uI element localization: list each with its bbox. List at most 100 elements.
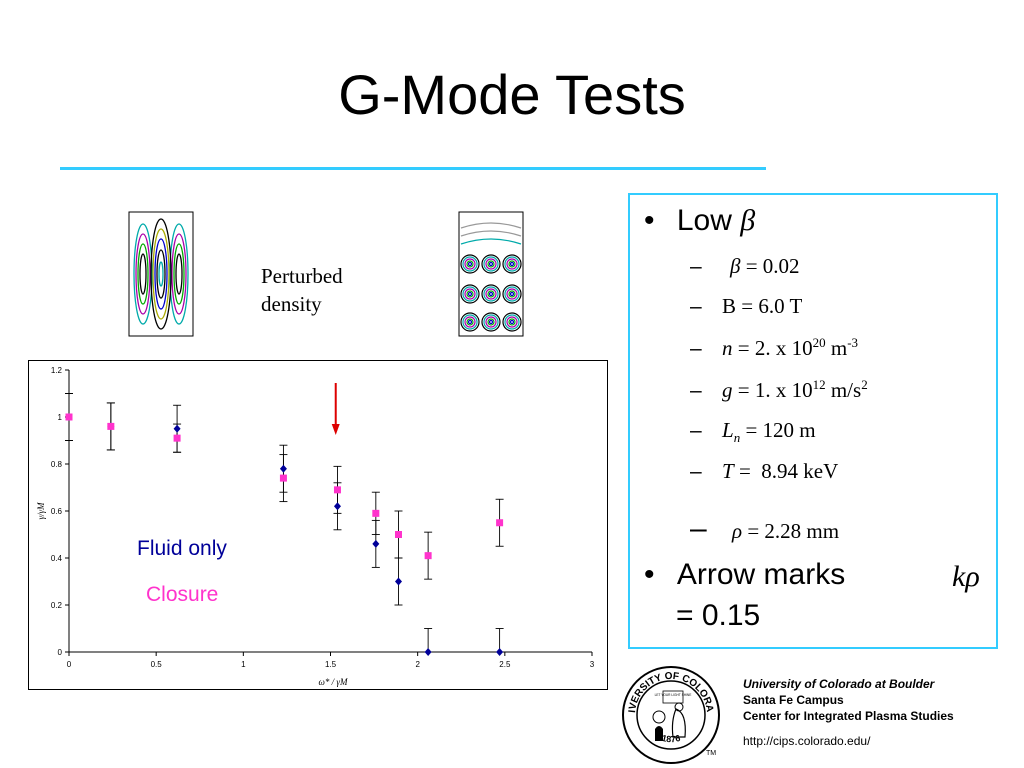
arrow-marks-value: = 0.15 — [676, 599, 761, 632]
fluid-point — [496, 648, 504, 656]
contour-ring — [460, 254, 480, 274]
contour-ring — [504, 286, 520, 302]
contour-ring — [502, 312, 522, 332]
closure-point — [394, 531, 402, 538]
contour-ring — [466, 290, 474, 298]
contour-ring — [508, 260, 516, 268]
title-underline — [60, 167, 766, 170]
closure-point — [424, 552, 432, 560]
contour-ring — [504, 314, 520, 330]
contour-ring — [460, 312, 480, 332]
closure-point — [65, 413, 73, 421]
fluid-point — [394, 577, 402, 586]
y-tick-label: 0.8 — [51, 460, 63, 469]
contour-ring — [506, 258, 518, 270]
contour-ring — [485, 316, 497, 328]
legend-fluid-only: Fluid only — [137, 537, 227, 560]
fluid-point — [279, 464, 287, 473]
y-tick-label: 1.2 — [51, 366, 63, 375]
closure-point — [333, 486, 341, 494]
temperature-line: – T = 8.94 keV — [690, 459, 839, 483]
contour-ring — [488, 261, 494, 267]
page-title: G-Mode Tests — [338, 63, 686, 126]
ln-line: – Ln = 120 m — [690, 418, 816, 446]
contour-ring — [462, 314, 478, 330]
closure-point — [496, 519, 504, 527]
contour-ring — [487, 260, 495, 268]
x-tick-label: 2 — [415, 660, 420, 669]
beta-value-line: – β = 0.02 — [690, 254, 800, 278]
y-tick-label: 0.4 — [51, 554, 63, 563]
chart-border — [28, 360, 608, 690]
contour-ring — [466, 260, 474, 268]
contour-ring — [462, 256, 478, 272]
parameters-panel — [628, 193, 998, 649]
contour-ring — [467, 261, 473, 267]
contour-ring — [502, 284, 522, 304]
fluid-point — [372, 539, 380, 548]
perturbed-density-label: Perturbed density — [261, 262, 343, 318]
k-rho-symbol: kρ — [952, 560, 980, 593]
x-tick-label: 1 — [241, 660, 246, 669]
x-tick-label: 3 — [590, 660, 595, 669]
gravity-line: – g = 1. x 1012 m/s2 — [690, 377, 868, 402]
fluid-point — [333, 502, 341, 511]
b-field-value: B = 6.0 T — [722, 294, 803, 318]
red-arrow-head — [331, 424, 340, 435]
low-beta-label: Low — [676, 204, 732, 237]
contour-ring — [462, 286, 478, 302]
x-tick-label: 0.5 — [151, 660, 163, 669]
fluid-point — [173, 424, 181, 433]
growth-rate-chart: 0 0.5 1 1.5 2 2.5 3 0 0.2 0.4 0.6 0.8 1 1.2 ω* / γM γ… — [28, 360, 608, 690]
closure-point — [173, 434, 181, 442]
contour-ring — [487, 290, 495, 298]
contour-ring — [464, 316, 476, 328]
rho-value: = 2.28 mm — [747, 519, 840, 543]
y-tick-label: 0.2 — [51, 601, 63, 610]
beta-symbol: β — [730, 254, 741, 278]
y-tick-label: 1 — [58, 413, 63, 422]
contour-ring — [464, 258, 476, 270]
contour-ring — [502, 254, 522, 274]
contour-ring — [483, 286, 499, 302]
affiliation-campus: Santa Fe Campus — [743, 693, 844, 707]
contour-ring — [481, 284, 501, 304]
contour-ring — [481, 254, 501, 274]
contour-ring — [466, 318, 474, 326]
x-tick-label: 2.5 — [499, 660, 511, 669]
contour-ring — [506, 288, 518, 300]
contour-ring — [504, 256, 520, 272]
contour-ring — [483, 314, 499, 330]
low-beta-symbol: β — [740, 204, 756, 237]
contour-ring — [509, 261, 515, 267]
arrow-marks-label: Arrow marks — [676, 558, 846, 591]
svg-text:LET YOUR LIGHT SHINE: LET YOUR LIGHT SHINE — [655, 693, 692, 697]
x-axis-label: ω* / γM — [319, 677, 348, 687]
contour-ring — [481, 312, 501, 332]
y-axis-label: γ/γM — [36, 502, 46, 520]
affiliation-center: Center for Integrated Plasma Studies — [743, 709, 954, 723]
closure-point — [279, 474, 287, 482]
fluid-point — [424, 648, 432, 656]
svg-text:1876: 1876 — [661, 733, 682, 744]
closure-point — [372, 509, 380, 517]
website-link[interactable]: http://cips.colorado.edu/ — [743, 734, 871, 748]
contour-ring — [485, 288, 497, 300]
contour-ring — [508, 290, 516, 298]
perturbed-line-1: Perturbed — [261, 264, 343, 288]
temperature-var: T — [722, 459, 734, 483]
ln-var: L — [722, 418, 734, 442]
contour-ring — [487, 318, 495, 326]
y-tick-label: 0 — [58, 648, 63, 657]
b-field-line: – B = 6.0 T — [690, 294, 803, 318]
bullet-low-beta: • Low β — [644, 204, 756, 237]
contour-ring — [467, 291, 473, 297]
x-tick-label: 1.5 — [325, 660, 337, 669]
bullet-arrow-marks: • Arrow marks — [644, 558, 846, 591]
contour-ring — [485, 258, 497, 270]
university-seal-logo: UNIVERSITY OF COLORADO 1876 LET YOUR LIG… — [621, 665, 720, 764]
contour-ring — [488, 291, 494, 297]
contour-ring — [509, 319, 515, 325]
density-var: n — [722, 336, 733, 360]
contour-ring — [509, 291, 515, 297]
